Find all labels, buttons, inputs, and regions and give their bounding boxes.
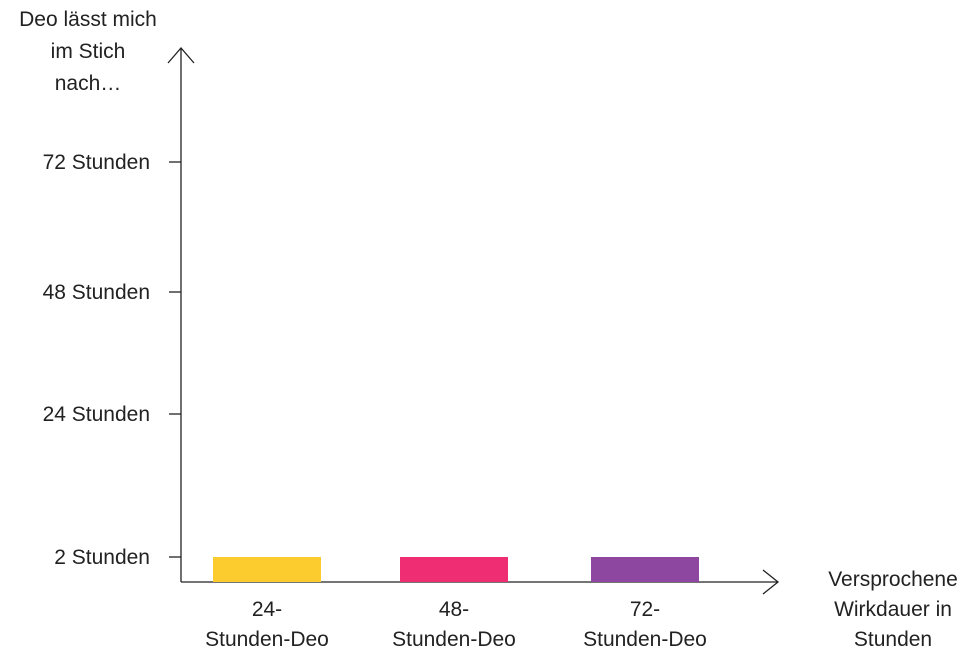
bars bbox=[213, 557, 699, 582]
x-tick-label: 48-Stunden-Deo bbox=[392, 598, 516, 651]
x-tick-label: 72-Stunden-Deo bbox=[583, 598, 707, 651]
axes bbox=[167, 47, 780, 595]
x-axis-title: Versprochene Wirkdauer in Stunden bbox=[828, 568, 958, 651]
y-ticks: 2 Stunden 24 Stunden 48 Stunden 72 Stunden bbox=[43, 151, 181, 569]
y-tick-label: 48 Stunden bbox=[43, 281, 150, 304]
y-tick-label: 72 Stunden bbox=[43, 151, 150, 174]
y-tick-label: 24 Stunden bbox=[43, 403, 150, 426]
bar-1 bbox=[213, 557, 321, 582]
labels: 24-Stunden-Deo 48-Stunden-Deo 72-Stunden-D… bbox=[19, 8, 958, 651]
y-axis-arrow bbox=[167, 47, 195, 64]
x-tick-label: 24-Stunden-Deo bbox=[205, 598, 329, 651]
y-tick-label: 2 Stunden bbox=[54, 546, 150, 569]
x-axis-arrow bbox=[762, 569, 780, 595]
y-axis-title: Deo lässt mich im Stich nach… bbox=[19, 8, 157, 95]
bar-2 bbox=[400, 557, 508, 582]
bar-3 bbox=[591, 557, 699, 582]
